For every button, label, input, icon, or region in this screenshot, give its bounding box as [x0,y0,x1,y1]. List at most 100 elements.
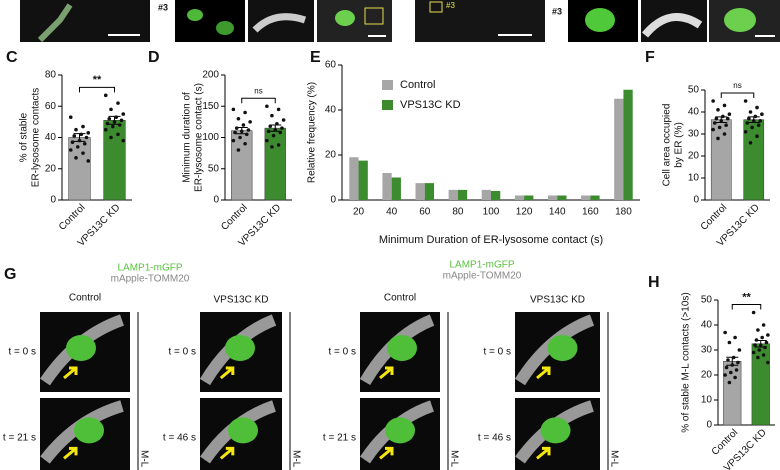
data-point [719,119,724,123]
data-point [724,365,729,370]
data-point [711,99,715,103]
y-tick-label: 30 [701,345,713,356]
time-label: t = 0 s [483,347,511,358]
data-point [751,350,756,355]
panel-letter: H [648,274,660,291]
legend-label: Control [400,79,435,91]
data-point [246,128,251,132]
channel-label: LAMP1-mGFP [117,263,182,274]
data-point [86,131,91,135]
y-axis-label: % of stable [19,112,30,162]
data-point [239,129,244,134]
data-point [114,115,119,119]
data-point [729,370,733,375]
arrow [63,446,78,460]
data-point [733,335,737,340]
channel-label: mApple-TOMM20 [111,274,190,285]
data-point [727,380,732,385]
significance-label: ns [733,81,741,90]
data-point [280,126,284,130]
data-point [761,323,766,327]
x-tick-label: 80 [452,207,464,218]
data-point [734,368,739,372]
bar [349,157,359,200]
y-tick-label: 0 [50,195,56,206]
data-point [248,120,252,124]
data-point [116,132,120,137]
y-tick-label: 50 [688,85,700,96]
data-point [107,116,112,121]
significance-bracket [241,97,276,104]
data-point [727,112,732,116]
x-tick-label: Control [699,202,730,233]
x-tick-label: 160 [582,207,599,218]
data-point [712,121,717,125]
data-point [271,133,276,138]
image-tag: #3 [158,2,168,12]
significance-bracket [720,92,755,98]
y-tick-label: 0 [706,420,712,431]
data-point [750,125,754,130]
data-point [757,348,762,352]
bar [382,173,392,200]
bar [614,98,624,200]
image-tag: #3 [446,1,455,10]
data-point [711,127,715,132]
data-point [726,358,730,362]
data-point [760,112,764,116]
data-point [758,119,763,123]
bar [751,343,770,426]
side-label: M-L [290,450,301,468]
data-point [753,114,758,119]
data-point [716,136,720,141]
data-point [74,156,78,160]
data-point [121,112,126,116]
data-point [722,103,727,108]
bar [358,160,368,200]
data-point [745,121,750,125]
data-point [733,375,737,380]
panel-letter: C [6,49,18,66]
data-point [751,119,756,123]
data-point [727,340,732,345]
significance-bracket [79,86,115,93]
data-point [743,99,748,103]
y-tick-label: 0 [330,195,336,206]
data-point [265,138,269,143]
data-point [760,335,764,340]
data-point [79,132,84,137]
data-point [723,373,727,377]
bar [710,119,732,201]
bar [415,183,425,200]
data-point [244,132,249,137]
data-point [758,343,763,347]
legend-swatch [382,80,393,90]
data-point [278,130,283,135]
data-point [109,107,113,112]
data-point [721,114,725,119]
significance-bracket [731,304,762,310]
data-point [86,159,91,163]
data-point [231,107,236,112]
y-axis-label: % of stable M-L contacts (>10s) [681,292,692,433]
y-tick-label: 50 [701,295,713,306]
time-label: t = 0 s [8,347,36,358]
data-point [109,135,113,140]
x-tick-label: Control [219,202,250,233]
top-images [20,0,780,43]
data-point [747,116,751,121]
y-axis-label: Cell area occupied [662,104,673,187]
bar [581,195,591,200]
data-point [723,330,727,335]
data-point [266,129,271,134]
y-axis-label: Minimum duration of [182,92,193,183]
data-point [766,360,770,365]
x-tick-label: 120 [516,207,533,218]
arrow [536,446,551,460]
side-label: M-L [448,450,459,468]
data-point [281,118,286,122]
data-point [231,138,236,143]
side-label: M-L [608,450,619,468]
panel-letter: F [645,49,655,66]
data-point [103,127,108,132]
